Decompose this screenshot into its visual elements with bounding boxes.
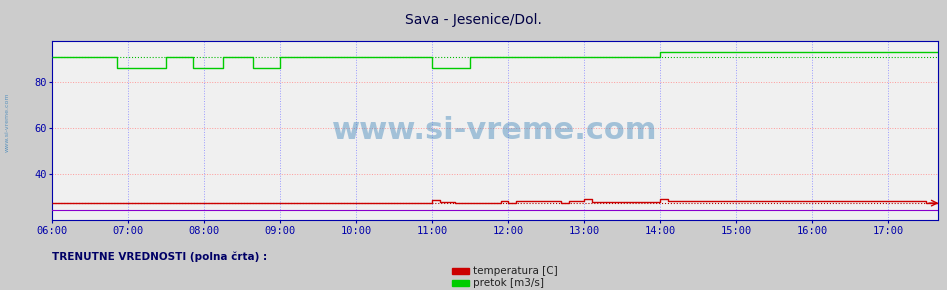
Text: Sava - Jesenice/Dol.: Sava - Jesenice/Dol. xyxy=(405,13,542,27)
Text: temperatura [C]: temperatura [C] xyxy=(473,266,557,276)
Text: www.si-vreme.com: www.si-vreme.com xyxy=(332,116,657,145)
Text: pretok [m3/s]: pretok [m3/s] xyxy=(473,278,544,288)
Text: www.si-vreme.com: www.si-vreme.com xyxy=(5,92,10,152)
Text: TRENUTNE VREDNOSTI (polna črta) :: TRENUTNE VREDNOSTI (polna črta) : xyxy=(52,251,267,262)
